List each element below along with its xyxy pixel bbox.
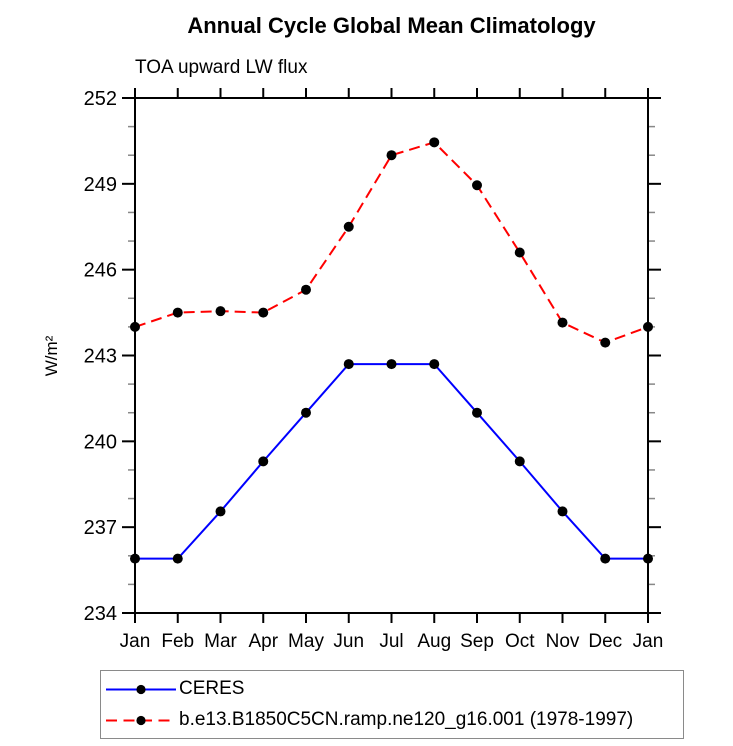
- x-tick-label: Nov: [546, 631, 580, 652]
- x-tick-label: Dec: [588, 631, 622, 652]
- y-tick-label: 249: [84, 174, 117, 196]
- ceres-line: [135, 363, 648, 560]
- ceres-line-sample-icon: [106, 684, 176, 694]
- x-tick-label: Feb: [161, 631, 194, 652]
- y-tick-label: 240: [84, 431, 117, 453]
- x-tick-label: Aug: [417, 631, 451, 652]
- model-line: [134, 141, 649, 344]
- ceres-data-point-marker: [301, 407, 311, 418]
- model-data-point-marker: [215, 306, 226, 317]
- model-data-point-marker: [258, 307, 269, 318]
- y-axis-title: W/m²: [42, 335, 61, 376]
- model-data-point-marker: [429, 137, 440, 148]
- x-tick-label: Apr: [248, 631, 278, 652]
- x-tick-label: Mar: [204, 631, 237, 652]
- y-tick-label: 237: [84, 517, 117, 539]
- ceres-data-point-marker: [215, 506, 226, 517]
- ceres-data-point-marker: [514, 456, 525, 467]
- chart-subtitle: TOA upward LW flux: [135, 57, 308, 78]
- x-tick-label: Jan: [120, 631, 151, 652]
- model-data-point-marker: [172, 307, 183, 318]
- ceres-data-point-marker: [172, 553, 183, 564]
- model-data-point-marker: [643, 321, 653, 332]
- plot-frame: [134, 97, 649, 614]
- legend-label-model: b.e13.B1850C5CN.ramp.ne120_g16.001 (1978…: [179, 709, 634, 730]
- x-tick-label: Oct: [505, 631, 535, 652]
- model-data-point-marker: [301, 284, 311, 295]
- x-tick-label: Jul: [379, 631, 403, 652]
- legend: CERES b.e13.B1850C5CN.ramp.ne120_g16.001…: [100, 670, 684, 739]
- ceres-data-point-marker: [258, 456, 269, 467]
- model-sample-marker-icon: [136, 715, 146, 725]
- x-tick-label: Jun: [333, 631, 364, 652]
- y-tick-label: 252: [84, 88, 117, 110]
- model-data-point-marker: [514, 247, 525, 258]
- y-tick-label: 243: [84, 346, 117, 368]
- x-tick-label: Jan: [633, 631, 664, 652]
- plot-area: 234 237 240 243 246 249 252 Jan Feb Mar Apr May Jun J…: [42, 88, 664, 652]
- model-data-point-marker: [130, 321, 140, 332]
- ceres-data-point-marker: [600, 553, 611, 564]
- chart-title: Annual Cycle Global Mean Climatology: [187, 13, 596, 38]
- y-tick-label: 246: [84, 260, 117, 282]
- ceres-data-point-marker: [386, 359, 397, 370]
- x-tick-label: May: [288, 631, 324, 652]
- ceres-sample-marker-icon: [136, 684, 146, 694]
- model-data-point-marker: [472, 180, 482, 191]
- model-data-point-marker: [343, 221, 354, 232]
- legend-item-model: b.e13.B1850C5CN.ramp.ne120_g16.001 (1978…: [104, 705, 683, 736]
- ceres-data-point-marker: [557, 506, 568, 517]
- model-data-point-marker: [557, 317, 568, 328]
- ceres-data-point-marker: [130, 553, 140, 564]
- y-tick-label: 234: [84, 603, 117, 625]
- ceres-data-point-marker: [343, 359, 354, 370]
- legend-label-ceres: CERES: [179, 678, 245, 699]
- model-line-sample-icon: [106, 715, 176, 725]
- model-data-point-marker: [386, 150, 397, 161]
- x-tick-label: Sep: [460, 631, 494, 652]
- model-data-point-marker: [600, 337, 611, 348]
- ceres-data-point-marker: [643, 553, 653, 564]
- ceres-data-point-marker: [429, 359, 440, 370]
- ceres-data-point-marker: [472, 407, 482, 418]
- legend-item-ceres: CERES: [104, 674, 683, 705]
